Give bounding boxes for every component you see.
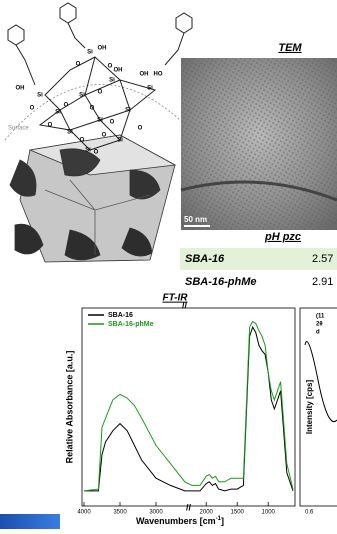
atom-label: O (64, 103, 69, 109)
tem-title: TEM (278, 42, 302, 54)
x-axis-label-end: ] (221, 516, 224, 526)
xrd-note: 2θ (316, 322, 323, 328)
atom-label: O (102, 133, 107, 139)
figure: Surface TEM 50 nm pH pzc SBA-16 2.57 SBA… (0, 0, 337, 529)
x-tick-label: 1500 (231, 510, 245, 516)
x-axis-label-text: Wavenumbers [cm (136, 516, 216, 526)
x-tick-label: 3500 (113, 510, 127, 516)
legend-label: SBA-16 (108, 312, 133, 319)
legend-label: SBA-16-phMe (108, 321, 154, 328)
scale-bar-label: 50 nm (184, 215, 207, 224)
atom-label: O (138, 126, 143, 132)
axis-break: // (186, 502, 192, 512)
table-cell: 2.91 (312, 276, 333, 288)
atom-label: Si (79, 93, 85, 99)
atom-label: O (48, 123, 53, 129)
xrd-y-label: Intensity [cps] (305, 380, 314, 435)
table-cell: SBA-16-phMe (185, 276, 257, 288)
surface-label: Surface (8, 126, 29, 132)
atom-label: O (76, 62, 81, 68)
x-tick-label: 2000 (200, 510, 214, 516)
footer-band (0, 514, 60, 529)
x-tick-label: 3000 (149, 510, 163, 516)
tem-texture (181, 58, 337, 230)
spectrum-line (84, 327, 293, 491)
scale-bar (184, 225, 210, 227)
x-axis-label: Wavenumbers [cm-1] (136, 516, 224, 527)
molecule (8, 3, 192, 150)
atom-label: Si (117, 138, 123, 144)
atom-label: Si (147, 86, 153, 92)
table-header: pH pzc (264, 231, 301, 243)
atom-label: OH (16, 86, 25, 92)
atom-label: O (98, 90, 103, 96)
axis-break: // (182, 300, 188, 310)
atom-label: Si (67, 130, 73, 136)
atom-label: O (94, 150, 99, 156)
table-cell: SBA-16 (185, 253, 225, 265)
atom-label: Si (87, 50, 93, 56)
y-axis-label: Relative Absorbance [a.u.] (64, 351, 74, 464)
atom-label: O (110, 120, 115, 126)
plot-frame (82, 308, 295, 506)
spectrum-line (84, 322, 293, 491)
atom-label: Si (97, 118, 103, 124)
atom-label: Si (85, 148, 91, 154)
atom-label: O (108, 64, 113, 70)
atom-label: OH (140, 72, 149, 78)
atom-label: Si (37, 93, 43, 99)
page: Surface TEM 50 nm pH pzc SBA-16 2.57 SBA… (0, 0, 337, 529)
x-tick-label: 1000 (262, 510, 276, 516)
atom-label: Si (125, 108, 131, 114)
atom-label: HO (154, 72, 163, 78)
atom-label: O (80, 138, 85, 144)
atom-label: O (90, 106, 95, 112)
table-cell: 2.57 (312, 253, 333, 265)
atom-label: OH (98, 46, 107, 52)
xrd-note: (11 (316, 314, 325, 320)
atom-label: O (30, 106, 35, 112)
atom-label: Si (55, 110, 61, 116)
xrd-note: d (316, 330, 320, 336)
xrd-tick-label: 0.6 (305, 510, 314, 516)
x-tick-label: 4000 (77, 510, 91, 516)
atom-label: Si (109, 78, 115, 84)
atom-label: OH (114, 68, 123, 74)
